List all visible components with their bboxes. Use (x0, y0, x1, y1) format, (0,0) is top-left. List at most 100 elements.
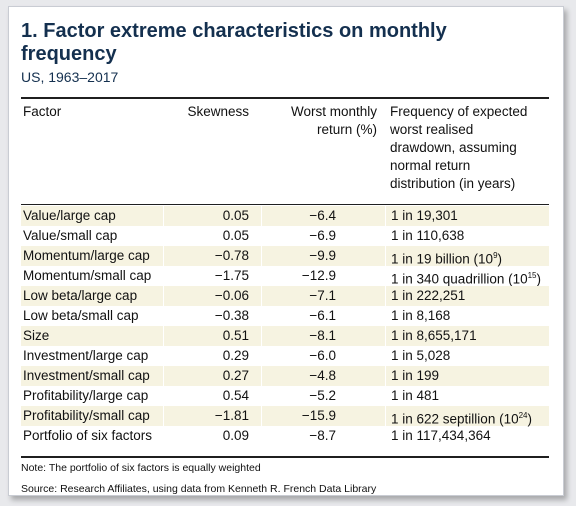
cell-skewness: −1.75 (214, 268, 249, 283)
cell-worst-return: −6.9 (309, 228, 336, 243)
header-worst-return: Worst monthly return (%) (267, 103, 377, 139)
column-divider (163, 266, 164, 286)
frequency-text: 1 in 19,301 (391, 208, 458, 223)
column-divider (385, 366, 386, 386)
cell-worst-return: −7.1 (309, 288, 336, 303)
cell-factor: Investment/large cap (23, 348, 149, 363)
column-divider (385, 266, 386, 286)
frequency-text: 1 in 8,168 (391, 308, 451, 323)
column-divider (385, 246, 386, 266)
column-divider (163, 326, 164, 346)
frequency-text: 1 in 199 (391, 368, 440, 383)
cell-factor: Low beta/large cap (23, 288, 138, 303)
header-worst-line: Worst monthly (290, 104, 377, 119)
cell-worst-return: −5.2 (309, 388, 336, 403)
cell-skewness: −0.06 (214, 288, 249, 303)
table-bottom-rule (21, 456, 549, 458)
cell-factor: Size (23, 328, 50, 343)
cell-factor: Portfolio of six factors (23, 428, 153, 443)
frequency-text: 1 in 5,028 (391, 348, 451, 363)
table-row: Momentum/small cap −1.75 −12.9 1 in 340 qua… (21, 266, 549, 288)
table-body: Value/large cap 0.05 −6.4 1 in 19,301 Value/… (21, 206, 549, 446)
column-divider (385, 306, 386, 326)
header-freq-line: Frequency of expected (390, 104, 528, 119)
column-divider (261, 346, 262, 366)
cell-worst-return: −6.0 (309, 348, 336, 363)
frequency-text: 1 in 622 septillion (10 (391, 411, 519, 427)
exhibit-title: 1. Factor extreme characteristics on mon… (21, 20, 447, 65)
cell-worst-return: −6.1 (309, 308, 336, 323)
cell-frequency: 1 in 5,028 (391, 348, 450, 364)
column-divider (163, 286, 164, 306)
frequency-text: 1 in 117,434,364 (391, 428, 491, 443)
cell-frequency: 1 in 222,251 (391, 288, 465, 304)
table-row: Momentum/large cap −0.78 −9.9 1 in 19 billi… (21, 246, 549, 268)
column-divider (261, 306, 262, 326)
closing-paren: ) (527, 411, 533, 427)
cell-frequency: 1 in 110,638 (391, 228, 464, 244)
cell-worst-return: −8.7 (309, 428, 336, 443)
frequency-text: 1 in 19 billion (10 (391, 251, 494, 267)
table-row: Low beta/small cap −0.38 −6.1 1 in 8,168 (21, 306, 549, 326)
header-freq-line: normal return (390, 158, 471, 173)
cell-frequency: 1 in 622 septillion (1024) (391, 408, 532, 428)
column-divider (163, 406, 164, 426)
header-skewness: Skewness (187, 104, 249, 119)
header-freq-line: drawdown, assuming (390, 140, 517, 155)
frequency-text: 1 in 222,251 (391, 288, 466, 303)
table-row: Investment/small cap 0.27 −4.8 1 in 199 (21, 366, 549, 386)
table-row: Value/large cap 0.05 −6.4 1 in 19,301 (21, 206, 549, 226)
cell-factor: Low beta/small cap (23, 308, 139, 323)
cell-factor: Profitability/small cap (23, 408, 150, 423)
column-divider (261, 286, 262, 306)
column-divider (385, 206, 386, 226)
table-row: Investment/large cap 0.29 −6.0 1 in 5,028 (21, 346, 549, 366)
frequency-text: 1 in 340 quadrillion (10 (391, 271, 528, 287)
cell-skewness: 0.54 (222, 388, 249, 403)
column-divider (163, 226, 164, 246)
cell-factor: Investment/small cap (23, 368, 150, 383)
cell-frequency: 1 in 340 quadrillion (1015) (391, 268, 541, 288)
cell-worst-return: −8.1 (309, 328, 336, 343)
cell-skewness: 0.29 (222, 348, 249, 363)
column-divider (385, 386, 386, 406)
header-freq-line: worst realised (390, 122, 474, 137)
column-divider (385, 346, 386, 366)
cell-frequency: 1 in 117,434,364 (391, 428, 491, 444)
column-divider (385, 406, 386, 426)
cell-skewness: 0.05 (222, 208, 249, 223)
source-note: Source: Research Affiliates, using data … (21, 483, 377, 495)
cell-skewness: 0.05 (222, 228, 249, 243)
column-divider (261, 386, 262, 406)
column-divider (261, 226, 262, 246)
frequency-text: 1 in 8,655,171 (391, 328, 477, 343)
table-row: Profitability/small cap −1.81 −15.9 1 in 62… (21, 406, 549, 428)
header-factor: Factor (23, 104, 62, 119)
table-row: Value/small cap 0.05 −6.9 1 in 110,638 (21, 226, 549, 246)
column-divider (261, 246, 262, 266)
header-worst-line: return (%) (316, 122, 377, 137)
column-divider (261, 326, 262, 346)
cell-factor: Value/small cap (23, 228, 118, 243)
closing-paren: ) (497, 251, 503, 267)
column-divider (261, 406, 262, 426)
cell-skewness: −1.81 (214, 408, 249, 423)
column-divider (261, 426, 262, 446)
cell-factor: Value/large cap (23, 208, 116, 223)
table-top-rule (21, 97, 549, 99)
column-divider (163, 366, 164, 386)
table-row: Low beta/large cap −0.06 −7.1 1 in 222,251 (21, 286, 549, 306)
column-divider (261, 266, 262, 286)
table-row: Size 0.51 −8.1 1 in 8,655,171 (21, 326, 549, 346)
cell-frequency: 1 in 8,655,171 (391, 328, 477, 344)
column-divider (163, 246, 164, 266)
cell-factor: Momentum/large cap (23, 248, 150, 263)
header-rule (21, 204, 549, 205)
frequency-text: 1 in 481 (391, 388, 440, 403)
cell-frequency: 1 in 199 (391, 368, 439, 384)
column-divider (385, 286, 386, 306)
cell-frequency: 1 in 19 billion (109) (391, 248, 502, 268)
exhibit-subtitle: US, 1963–2017 (21, 69, 119, 85)
closing-paren: ) (536, 271, 542, 287)
column-divider (261, 206, 262, 226)
